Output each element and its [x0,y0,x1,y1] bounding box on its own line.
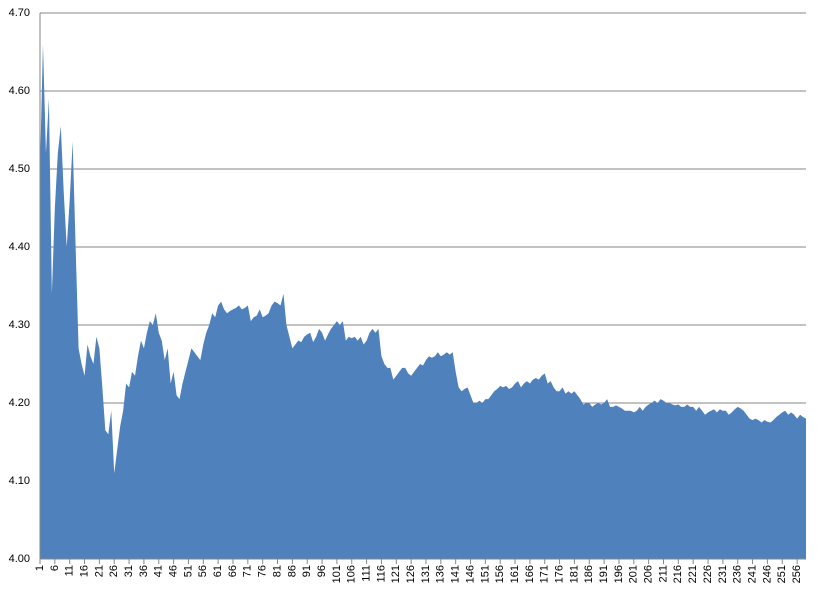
y-tick-label: 4.00 [9,553,30,565]
x-tick-label: 1 [34,565,46,571]
x-tick-label: 176 [553,565,565,583]
x-tick-label: 116 [375,565,387,583]
x-tick-label: 216 [672,565,684,583]
x-tick-label: 136 [435,565,447,583]
x-tick-label: 156 [494,565,506,583]
y-tick-label: 4.70 [9,7,30,19]
x-tick-label: 166 [524,565,536,583]
x-tick-label: 146 [464,565,476,583]
x-tick-label: 61 [212,565,224,577]
x-tick-label: 66 [227,565,239,577]
x-tick-label: 96 [316,565,328,577]
x-tick-label: 126 [405,565,417,583]
x-tick-label: 191 [598,565,610,583]
x-tick-label: 81 [271,565,283,577]
x-tick-label: 91 [301,565,313,577]
x-tick-label: 251 [776,565,788,583]
x-tick-label: 46 [168,565,180,577]
x-tick-label: 86 [286,565,298,577]
x-tick-label: 21 [93,565,105,577]
x-tick-label: 101 [331,565,343,583]
x-tick-label: 56 [197,565,209,577]
x-tick-label: 181 [568,565,580,583]
x-tick-label: 201 [628,565,640,583]
x-tick-label: 161 [509,565,521,583]
x-tick-label: 236 [732,565,744,583]
x-tick-label: 226 [702,565,714,583]
y-tick-label: 4.40 [9,241,30,253]
x-tick-label: 171 [539,565,551,583]
y-tick-label: 4.10 [9,475,30,487]
x-tick-label: 211 [657,565,669,583]
x-tick-label: 131 [420,565,432,583]
x-tick-label: 41 [153,565,165,577]
y-tick-label: 4.60 [9,85,30,97]
x-tick-label: 241 [746,565,758,583]
x-tick-label: 221 [687,565,699,583]
x-tick-label: 231 [717,565,729,583]
x-tick-label: 31 [123,565,135,577]
x-tick-label: 71 [242,565,254,577]
area [40,44,806,559]
x-tick-label: 186 [583,565,595,583]
x-tick-label: 106 [346,565,358,583]
x-tick-label: 26 [108,565,120,577]
x-tick-label: 16 [78,565,90,577]
x-tick-label: 6 [49,565,61,571]
y-tick-label: 4.30 [9,319,30,331]
x-tick-label: 256 [791,565,803,583]
x-tick-label: 36 [138,565,150,577]
x-tick-label: 246 [761,565,773,583]
x-tick-label: 141 [450,565,462,583]
x-tick-label: 121 [390,565,402,583]
x-tick-label: 196 [613,565,625,583]
x-tick-label: 76 [257,565,269,577]
x-tick-label: 151 [479,565,491,583]
y-tick-label: 4.50 [9,163,30,175]
x-tick-label: 51 [182,565,194,577]
x-tick-label: 111 [360,565,372,582]
x-tick-label: 11 [64,565,76,576]
x-tick-label: 206 [643,565,655,583]
y-tick-label: 4.20 [9,397,30,409]
